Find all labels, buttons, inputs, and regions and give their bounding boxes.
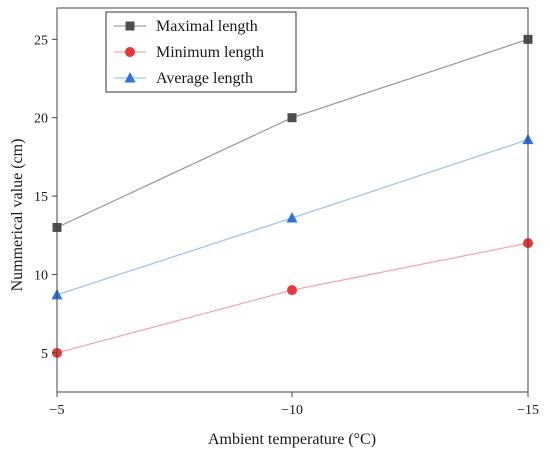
data-point-minimum-length-2: [287, 285, 297, 296]
legend-label-minimum-length: Minimum length: [156, 44, 264, 61]
x-axis-title: Ambient temperature (°C): [208, 431, 376, 448]
y-tick-label-4: 20: [34, 112, 48, 127]
y-tick-label-2: 10: [34, 268, 48, 283]
legend-label-average-length: Average length: [156, 70, 253, 87]
series-average-length: [51, 133, 534, 300]
x-tick-label-3: −15: [517, 403, 539, 418]
x-tick-label-1: −5: [50, 403, 65, 418]
legend: Maximal length Minimum length Average leng…: [105, 11, 297, 93]
legend-label-maximal-length: Maximal length: [156, 18, 258, 35]
y-tick-label-3: 15: [34, 190, 48, 205]
series-minimum-length: [52, 238, 533, 358]
axes: Ambient temperature (°C) Nummerical valu…: [9, 7, 539, 448]
legend-marker-maximal-length: [125, 21, 135, 31]
data-point-maximal-length-2: [287, 113, 297, 123]
y-axis-title: Nummerical value (cm): [9, 139, 26, 292]
data-point-average-length-2: [286, 212, 298, 223]
y-tick-label-5: 25: [34, 33, 48, 48]
legend-marker-minimum-length: [125, 47, 135, 57]
series-line-minimum-length: [56, 242, 529, 354]
y-tick-label-1: 5: [41, 347, 48, 362]
x-tick-label-2: −10: [281, 403, 303, 418]
legend-marker-average-length: [124, 72, 136, 83]
